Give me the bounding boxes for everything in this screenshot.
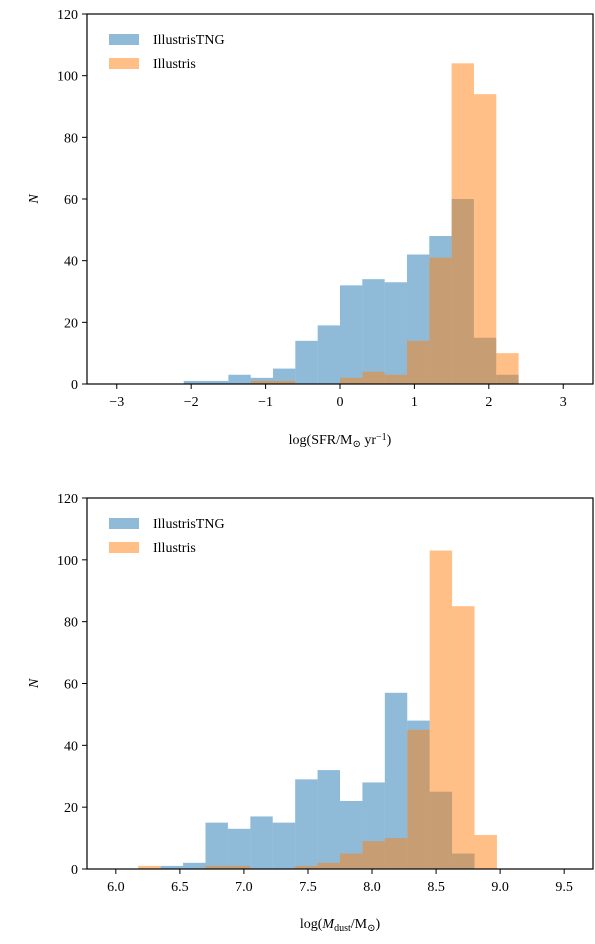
x-tick-label: −2: [184, 395, 199, 410]
bar: [205, 865, 228, 869]
x-axis-label-part: M: [321, 917, 335, 932]
bar: [451, 63, 474, 384]
chart: 0 20 40 60 80 100 120 6.0 6.5 7.0 7.5 8.0 8.5 9.0 9.5 l…: [27, 492, 594, 934]
bar: [183, 862, 206, 869]
y-tick-label: 120: [57, 8, 78, 23]
y-tick-label: 20: [64, 801, 78, 816]
bar: [183, 380, 207, 384]
y-tick-label: 60: [64, 678, 78, 693]
bar: [138, 865, 161, 869]
bar: [362, 371, 385, 384]
y-tick-label: 40: [64, 255, 78, 270]
x-tick-label: 0: [337, 395, 344, 410]
y-tick-label: 100: [57, 70, 78, 85]
legend-swatch: [109, 542, 139, 553]
legend-label: IllustrisTNG: [153, 33, 225, 48]
legend-label: Illustris: [153, 541, 196, 556]
x-tick-label: 7.0: [235, 880, 253, 895]
bar: [429, 257, 452, 384]
bar: [340, 853, 363, 869]
bar: [362, 841, 385, 869]
x-tick-label: 8.0: [363, 880, 381, 895]
x-axis-label-part: ⊙: [352, 439, 360, 450]
bar: [227, 828, 251, 869]
x-axis-label: log(SFR/M⊙ yr−1): [289, 432, 392, 450]
x-axis-label-part: −1: [376, 432, 387, 443]
bar: [295, 779, 318, 869]
bar: [340, 800, 363, 869]
bar: [273, 380, 296, 384]
bar: [384, 282, 407, 384]
x-tick-label: 3: [560, 395, 567, 410]
bar: [474, 834, 497, 869]
bar: [160, 865, 184, 869]
bar: [384, 838, 408, 869]
bar: [473, 94, 497, 385]
bar: [317, 325, 340, 384]
y-axis-label: N: [27, 678, 42, 689]
x-axis-label: log(Mdust/M⊙): [300, 917, 381, 934]
x-tick-label: 1: [411, 395, 418, 410]
bar: [273, 368, 296, 384]
x-tick-label: 7.5: [299, 880, 317, 895]
bar: [295, 865, 318, 869]
y-tick-label: 20: [64, 316, 78, 331]
bar: [205, 822, 228, 869]
bar: [317, 770, 340, 869]
bar: [317, 862, 340, 869]
y-tick-label: 100: [57, 554, 78, 569]
y-tick-label: 120: [57, 492, 78, 507]
legend-swatch: [109, 58, 139, 69]
x-axis-label-part: ): [387, 433, 392, 448]
x-axis-label-part: ⊙: [367, 923, 375, 934]
y-tick-label: 80: [64, 131, 78, 146]
bar: [496, 353, 519, 384]
bar: [406, 340, 430, 384]
x-axis-label-part: ): [375, 917, 380, 932]
bar: [407, 729, 430, 869]
legend-swatch: [109, 34, 139, 45]
bar: [429, 550, 453, 869]
bar: [295, 340, 318, 384]
x-tick-label: −1: [258, 395, 273, 410]
x-tick-label: 2: [485, 395, 492, 410]
x-tick-label: 6.0: [107, 880, 125, 895]
x-tick-label: −3: [109, 395, 124, 410]
x-axis-label-part: log(: [300, 917, 323, 932]
bar: [452, 606, 475, 869]
x-axis-label-part: /M: [351, 917, 368, 932]
legend-swatch: [109, 518, 139, 529]
bar: [340, 285, 363, 384]
y-tick-label: 40: [64, 739, 78, 754]
x-axis-label-part: yr: [361, 433, 377, 448]
bar: [250, 816, 273, 869]
legend-label: Illustris: [153, 57, 196, 72]
x-axis-label-part: dust: [334, 923, 351, 934]
y-tick-label: 80: [64, 616, 78, 631]
bar: [228, 374, 251, 384]
y-tick-label: 0: [71, 863, 78, 878]
x-tick-label: 9.5: [555, 880, 573, 895]
x-tick-label: 9.0: [491, 880, 509, 895]
y-tick-label: 0: [71, 378, 78, 393]
x-axis-label-part: log(SFR/M: [289, 433, 353, 448]
y-tick-label: 60: [64, 193, 78, 208]
bar: [362, 279, 385, 384]
x-tick-label: 6.5: [171, 880, 189, 895]
bar: [272, 822, 296, 869]
bar: [206, 380, 229, 384]
bar: [384, 692, 408, 869]
legend-label: IllustrisTNG: [153, 517, 225, 532]
bar: [384, 374, 407, 384]
bar: [227, 865, 251, 869]
bar: [340, 377, 363, 384]
bar: [250, 380, 274, 384]
x-tick-label: 8.5: [427, 880, 445, 895]
y-axis-label: N: [27, 194, 42, 205]
